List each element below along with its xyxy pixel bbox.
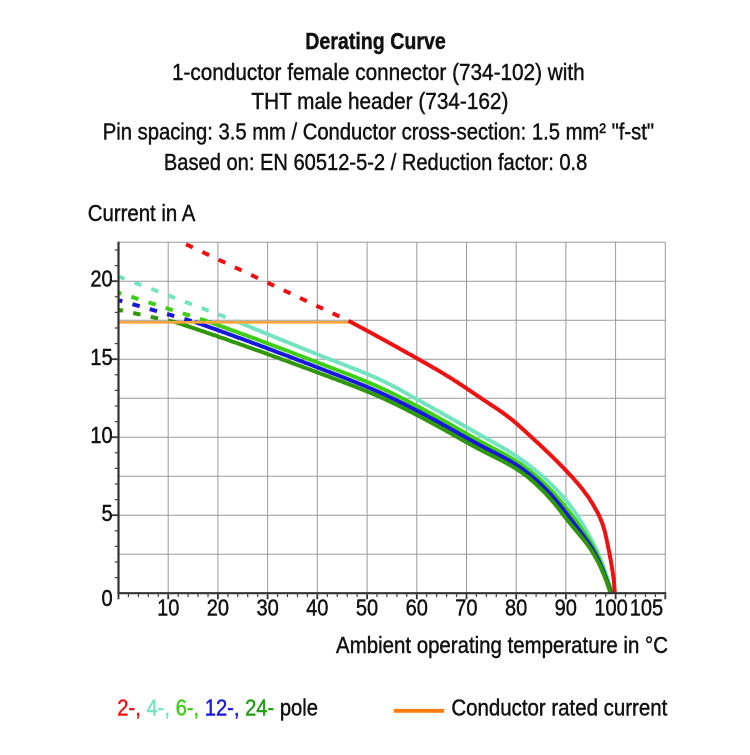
svg-text:Pin spacing: 3.5 mm / Conducto: Pin spacing: 3.5 mm / Conductor cross-se… <box>103 118 654 145</box>
svg-text:THT male header (734-162): THT male header (734-162) <box>251 88 508 114</box>
svg-text:105: 105 <box>630 594 663 621</box>
svg-text:5: 5 <box>101 499 112 526</box>
svg-text:Derating Curve: Derating Curve <box>305 29 446 55</box>
svg-text:60: 60 <box>406 594 428 621</box>
svg-text:90: 90 <box>555 594 577 621</box>
svg-text:30: 30 <box>256 594 278 621</box>
svg-text:80: 80 <box>505 594 527 621</box>
svg-text:40: 40 <box>306 594 328 621</box>
svg-text:Ambient operating temperature: Ambient operating temperature in °C <box>336 632 668 658</box>
svg-text:Based on: EN 60512-5-2 / Reduc: Based on: EN 60512-5-2 / Reduction facto… <box>164 149 587 176</box>
svg-text:20: 20 <box>90 265 112 292</box>
svg-text:50: 50 <box>356 594 378 621</box>
svg-text:1-conductor female connector (: 1-conductor female connector (734-102) w… <box>172 59 585 85</box>
svg-text:10: 10 <box>157 594 179 621</box>
svg-text:2-, 4-, 6-, 12-, 24- pole: 2-, 4-, 6-, 12-, 24- pole <box>117 694 318 721</box>
svg-text:Current in A: Current in A <box>88 200 196 226</box>
svg-text:20: 20 <box>207 594 229 621</box>
svg-text:15: 15 <box>90 343 112 370</box>
svg-text:0: 0 <box>101 585 112 612</box>
svg-text:Conductor rated current: Conductor rated current <box>451 694 667 720</box>
svg-text:10: 10 <box>90 421 112 448</box>
svg-text:70: 70 <box>455 594 477 621</box>
svg-text:100: 100 <box>594 594 627 621</box>
